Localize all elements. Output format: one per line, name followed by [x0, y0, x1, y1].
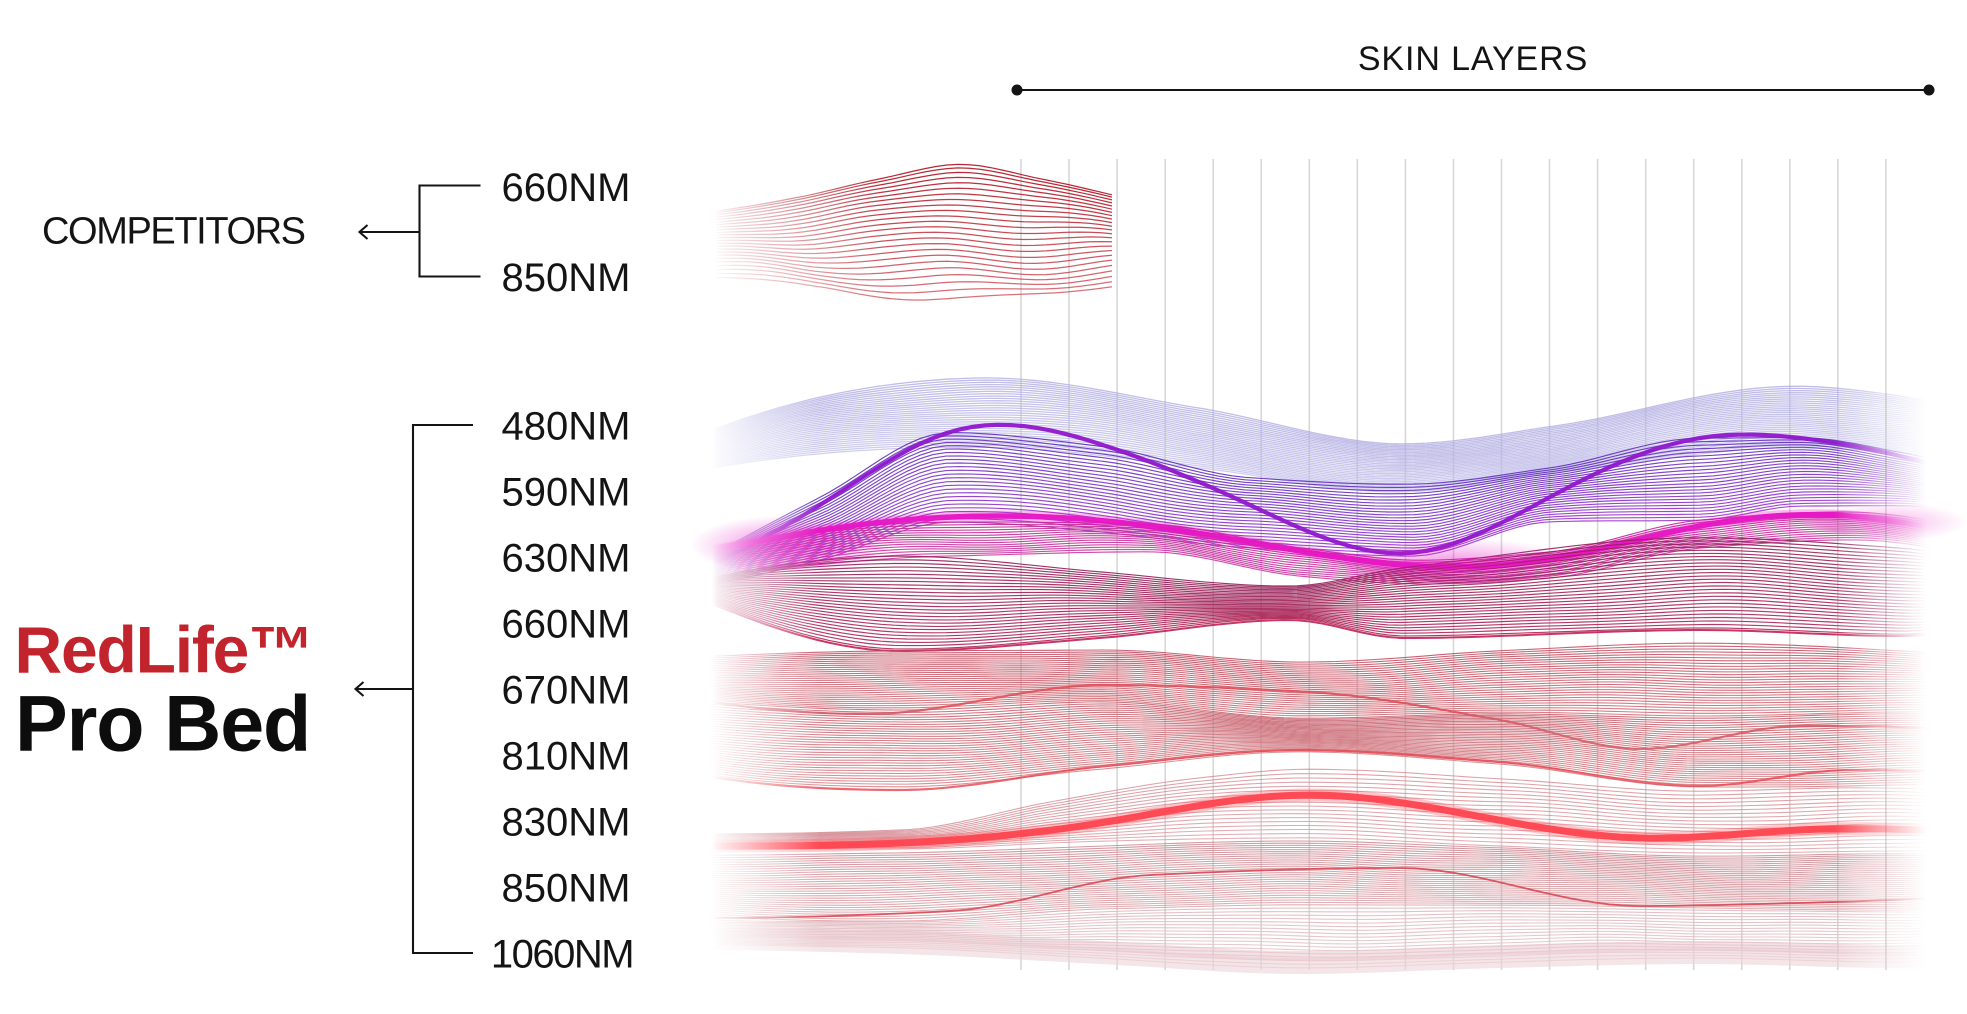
- svg-text:660NM: 660NM: [502, 166, 631, 210]
- svg-text:830NM: 830NM: [502, 800, 631, 844]
- svg-text:RedLife™: RedLife™: [15, 613, 313, 687]
- svg-text:SKIN LAYERS: SKIN LAYERS: [1358, 40, 1588, 78]
- svg-text:670NM: 670NM: [502, 668, 631, 712]
- svg-text:590NM: 590NM: [502, 470, 631, 514]
- svg-text:1060NM: 1060NM: [491, 932, 633, 976]
- svg-text:Pro Bed: Pro Bed: [15, 679, 310, 768]
- svg-text:850NM: 850NM: [502, 256, 631, 300]
- svg-text:660NM: 660NM: [502, 602, 631, 646]
- svg-text:630NM: 630NM: [502, 536, 631, 580]
- svg-text:COMPETITORS: COMPETITORS: [42, 211, 305, 253]
- svg-text:480NM: 480NM: [502, 404, 631, 448]
- svg-text:810NM: 810NM: [502, 734, 631, 778]
- svg-text:850NM: 850NM: [502, 866, 631, 910]
